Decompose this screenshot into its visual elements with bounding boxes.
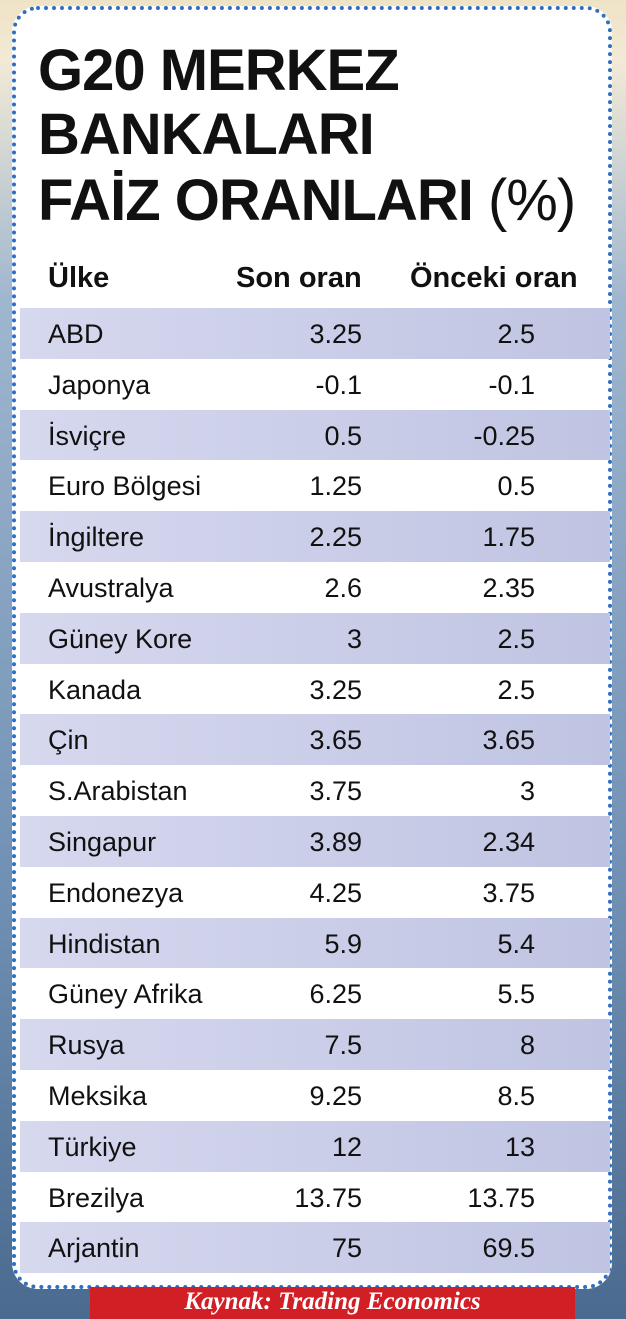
title-line: G20 MERKEZ — [38, 38, 400, 103]
country: S.Arabistan — [48, 776, 188, 807]
country: ABD — [48, 319, 104, 349]
current-rate: 4.25 — [309, 877, 362, 908]
country: Hindistan — [48, 928, 161, 959]
current-rate: 13.75 — [294, 1182, 362, 1213]
country: Kanada — [48, 674, 142, 705]
country: Arjantin — [48, 1233, 140, 1264]
current-rate: 6.25 — [309, 979, 362, 1010]
table-row: Türkiye 12 13 — [20, 1120, 610, 1172]
country: Euro Bölgesi — [48, 471, 202, 502]
title-line: FAİZ ORANLARI (%) — [38, 172, 576, 230]
country: İngiltere — [48, 522, 145, 553]
table-row: Güney Afrika 6.25 5.5 — [20, 968, 610, 1019]
table-row: ABD 3.25 2.5 — [20, 308, 610, 359]
table-row: Avustralya 2.6 2.35 — [20, 562, 610, 613]
country: Güney Kore — [48, 623, 193, 654]
table-row: Japonya -0.1 -0.1 — [20, 359, 610, 410]
previous-rate: 0.5 — [497, 471, 535, 502]
previous-rate: 3 — [519, 776, 535, 807]
current-rate: 1.25 — [309, 471, 362, 502]
country: Japonya — [48, 369, 151, 400]
table-row: Kanada 3.25 2.5 — [20, 664, 610, 715]
country: Türkiye — [48, 1131, 137, 1162]
country: Rusya — [48, 1030, 125, 1061]
previous-rate: 69.5 — [482, 1233, 535, 1264]
source: Kaynak: Trading Economics — [184, 1288, 481, 1315]
current-rate: 2.6 — [324, 573, 362, 603]
title-line-text: FAİZ ORANLARI — [38, 168, 474, 233]
current-rate: 75 — [331, 1233, 362, 1264]
current-rate: 2.25 — [309, 522, 362, 553]
country: Güney Afrika — [48, 979, 203, 1010]
table-row: Brezilya 13.75 13.75 — [20, 1172, 610, 1223]
previous-rate: 1.75 — [482, 522, 535, 553]
current-rate: 3 — [346, 623, 362, 654]
current-rate: 12 — [331, 1131, 362, 1162]
table-row: Hindistan 5.9 5.4 — [20, 917, 610, 969]
table-row: Rusya 7.5 8 — [20, 1019, 610, 1070]
country: Çin — [48, 725, 89, 756]
current-rate: 9.25 — [309, 1081, 362, 1111]
current-rate: 3.65 — [309, 725, 362, 756]
previous-rate: 2.34 — [482, 827, 535, 857]
country: Avustralya — [48, 573, 174, 603]
previous-rate: 3.65 — [482, 725, 535, 756]
table-row: Meksika 9.25 8.5 — [20, 1070, 610, 1121]
current-rate: 7.5 — [324, 1030, 362, 1061]
current-rate: 0.5 — [324, 420, 362, 451]
current-rate: -0.1 — [315, 369, 362, 400]
source-bar: Kaynak: Trading Economics — [90, 1287, 575, 1319]
country: İsviçre — [48, 420, 127, 451]
previous-rate: 5.4 — [497, 928, 535, 959]
previous-rate: 13 — [504, 1131, 535, 1162]
table-row: Endonezya 4.25 3.75 — [20, 867, 610, 918]
previous-rate: 3.75 — [482, 877, 535, 908]
column-header: Ülke — [48, 262, 110, 294]
previous-rate: 2.35 — [482, 573, 535, 603]
country: Singapur — [48, 827, 157, 857]
current-rate: 3.89 — [309, 827, 362, 857]
previous-rate: 5.5 — [497, 979, 535, 1010]
previous-rate: 2.5 — [497, 623, 535, 654]
table-row: Arjantin 75 69.5 — [20, 1222, 610, 1274]
previous-rate: 13.75 — [467, 1182, 535, 1213]
previous-rate: -0.1 — [488, 369, 535, 400]
table-row: İsviçre 0.5 -0.25 — [20, 409, 610, 461]
current-rate: 5.9 — [324, 928, 362, 959]
table-row: Çin 3.65 3.65 — [20, 714, 610, 766]
title-line: BANKALARI — [38, 102, 375, 167]
table-row: Singapur 3.89 2.34 — [20, 816, 610, 867]
country: Brezilya — [48, 1182, 145, 1213]
column-header: Önceki oran — [410, 262, 578, 294]
table-row: Güney Kore 3 2.5 — [20, 612, 610, 664]
column-header: Son oran — [236, 262, 362, 294]
current-rate: 3.25 — [309, 319, 362, 349]
table-row: Euro Bölgesi 1.25 0.5 — [20, 460, 610, 511]
table-row: S.Arabistan 3.75 3 — [20, 765, 610, 816]
table-row: İngiltere 2.25 1.75 — [20, 511, 610, 562]
previous-rate: 2.5 — [497, 674, 535, 705]
previous-rate: 8.5 — [497, 1081, 535, 1111]
previous-rate: -0.25 — [473, 420, 535, 451]
title-unit: (%) — [487, 168, 576, 233]
country: Meksika — [48, 1081, 148, 1111]
previous-rate: 2.5 — [497, 319, 535, 349]
country: Endonezya — [48, 877, 184, 908]
previous-rate: 8 — [519, 1030, 535, 1061]
current-rate: 3.75 — [309, 776, 362, 807]
current-rate: 3.25 — [309, 674, 362, 705]
